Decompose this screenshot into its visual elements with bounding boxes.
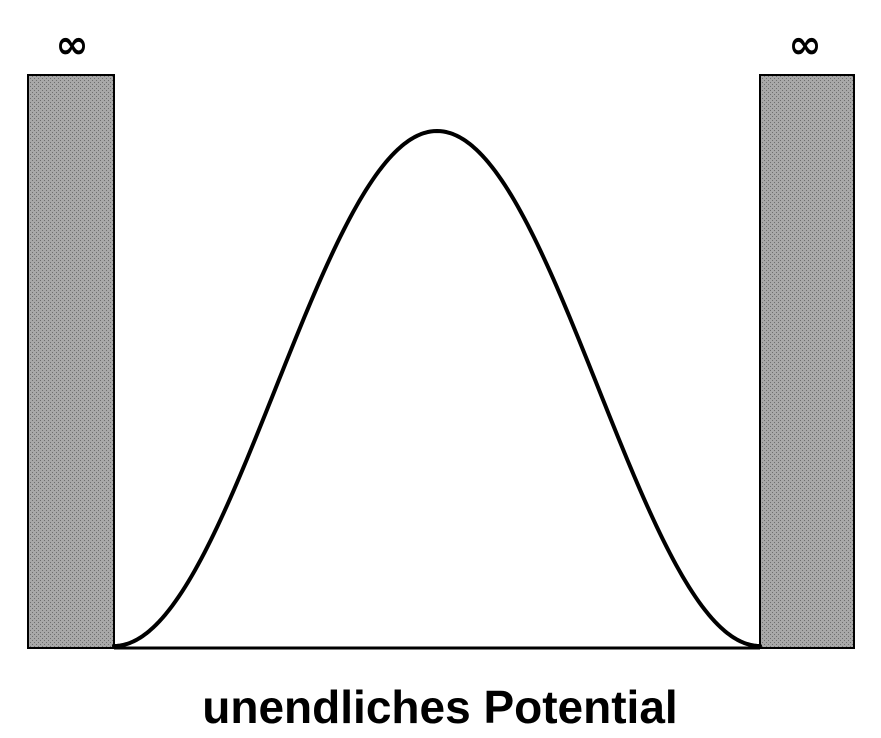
- left-potential-wall: [27, 74, 115, 649]
- right-infinity-label: ∞: [788, 22, 821, 68]
- wavefunction-curve: [112, 129, 762, 648]
- left-infinity-label: ∞: [55, 22, 88, 68]
- right-potential-wall: [759, 74, 855, 649]
- diagram-caption: unendliches Potential: [202, 681, 677, 733]
